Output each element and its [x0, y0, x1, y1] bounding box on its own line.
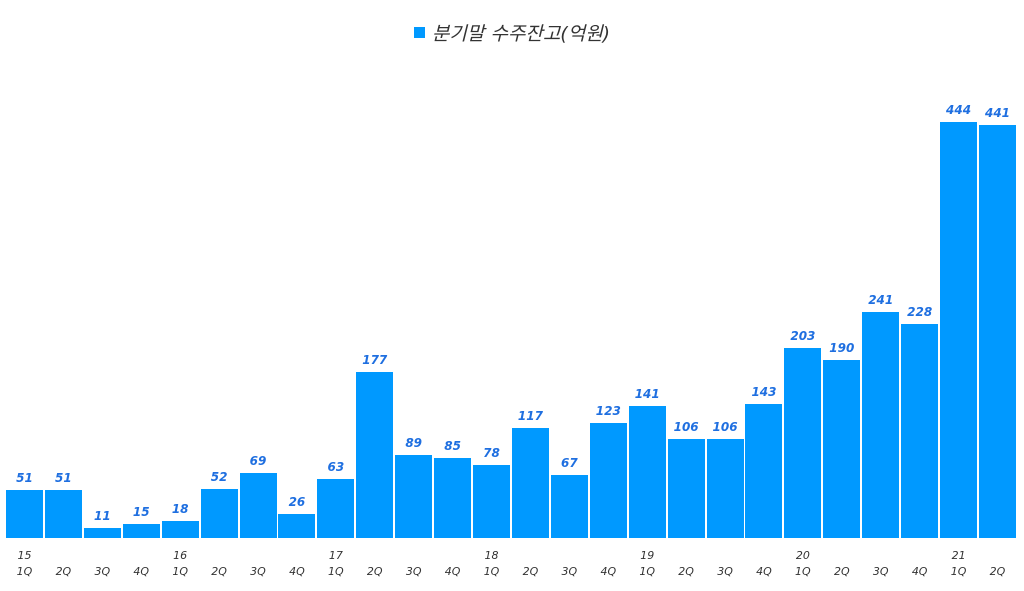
data-label: 69 — [249, 454, 267, 468]
data-label: 444 — [946, 103, 972, 117]
bar — [628, 406, 666, 538]
bar — [862, 312, 900, 538]
data-label: 241 — [868, 293, 894, 307]
x-axis-quarter-label: 1Q — [16, 565, 33, 578]
x-axis-quarter-label: 3Q — [561, 565, 578, 578]
x-axis-quarter-label: 3Q — [94, 565, 111, 578]
x-axis-quarter-label: 4Q — [756, 565, 772, 578]
data-label: 203 — [790, 329, 816, 343]
x-axis-quarter-label: 3Q — [405, 565, 422, 578]
data-label: 52 — [210, 470, 228, 484]
bar — [940, 122, 978, 538]
x-axis-quarter-label: 1Q — [172, 565, 188, 578]
data-label: 78 — [483, 446, 500, 460]
bar — [200, 489, 238, 538]
x-axis-quarter-label: 4Q — [911, 565, 928, 578]
data-label: 190 — [829, 341, 855, 355]
x-axis-year-label: 17 — [328, 549, 343, 562]
data-label: 15 — [132, 505, 150, 519]
bar — [6, 490, 43, 538]
data-label: 141 — [634, 387, 660, 401]
bar — [589, 423, 627, 538]
x-axis-quarter-label: 1Q — [795, 565, 811, 578]
bar — [823, 360, 861, 538]
x-axis-quarter-label: 3Q — [717, 565, 733, 578]
bar — [161, 521, 199, 538]
x-axis-quarter-label: 1Q — [950, 565, 967, 578]
x-axis-quarter-label: 1Q — [328, 565, 344, 578]
bar — [901, 324, 939, 538]
data-label: 117 — [517, 409, 543, 423]
x-axis-year-label: 18 — [484, 549, 499, 562]
data-label: 11 — [93, 509, 111, 523]
x-axis-quarter-label: 2Q — [989, 565, 1006, 578]
x-axis-quarter-label: 2Q — [366, 565, 383, 578]
bar — [784, 348, 822, 538]
x-axis-quarter-label: 2Q — [55, 565, 72, 578]
data-label: 177 — [362, 353, 388, 367]
x-axis-year-label: 20 — [795, 549, 810, 562]
data-label: 51 — [16, 471, 33, 485]
legend-swatch — [413, 27, 425, 38]
bar — [83, 528, 121, 538]
bar — [122, 524, 160, 538]
data-label: 67 — [561, 456, 578, 470]
bar — [434, 458, 472, 538]
x-axis-year-label: 21 — [951, 549, 966, 562]
bar — [550, 475, 588, 538]
x-axis-quarter-label: 4Q — [600, 565, 617, 578]
bar — [511, 428, 549, 538]
legend-label: 분기말 수주잔고(억원) — [431, 23, 611, 45]
x-axis-quarter-label: 1Q — [639, 565, 656, 578]
bar — [278, 514, 316, 538]
bar — [44, 490, 82, 538]
data-label: 228 — [907, 305, 933, 319]
bar — [979, 125, 1016, 538]
data-label: 123 — [595, 404, 621, 418]
data-label: 143 — [751, 385, 777, 399]
x-axis-quarter-label: 4Q — [133, 565, 150, 578]
data-label: 106 — [712, 420, 738, 434]
data-label: 89 — [405, 436, 423, 450]
data-label: 51 — [55, 471, 72, 485]
bar — [356, 372, 394, 538]
x-axis-quarter-label: 2Q — [833, 565, 850, 578]
bar — [395, 455, 433, 538]
x-axis-quarter-label: 2Q — [211, 565, 227, 578]
x-axis-quarter-label: 3Q — [250, 565, 266, 578]
x-axis-quarter-label: 1Q — [483, 565, 500, 578]
data-label: 441 — [984, 106, 1011, 120]
bar — [706, 439, 744, 538]
chart-legend: 분기말 수주잔고(억원) — [0, 19, 1024, 46]
x-axis-quarter-label: 3Q — [872, 565, 889, 578]
x-axis-quarter-label: 2Q — [522, 565, 539, 578]
data-label: 63 — [327, 460, 345, 474]
x-axis-quarter-label: 2Q — [678, 565, 694, 578]
x-axis-year-label: 16 — [173, 549, 188, 562]
bar — [667, 439, 705, 538]
x-axis-year-label: 19 — [640, 549, 655, 562]
bar — [745, 404, 783, 538]
x-axis-year-label: 15 — [17, 549, 32, 562]
data-label: 106 — [673, 420, 699, 434]
bar — [239, 473, 277, 538]
bar — [473, 465, 511, 538]
data-label: 18 — [171, 502, 189, 516]
data-label: 26 — [288, 495, 306, 509]
data-label: 85 — [444, 439, 461, 453]
x-axis-quarter-label: 4Q — [444, 565, 461, 578]
bar — [317, 479, 355, 538]
x-axis-quarter-label: 4Q — [289, 565, 305, 578]
